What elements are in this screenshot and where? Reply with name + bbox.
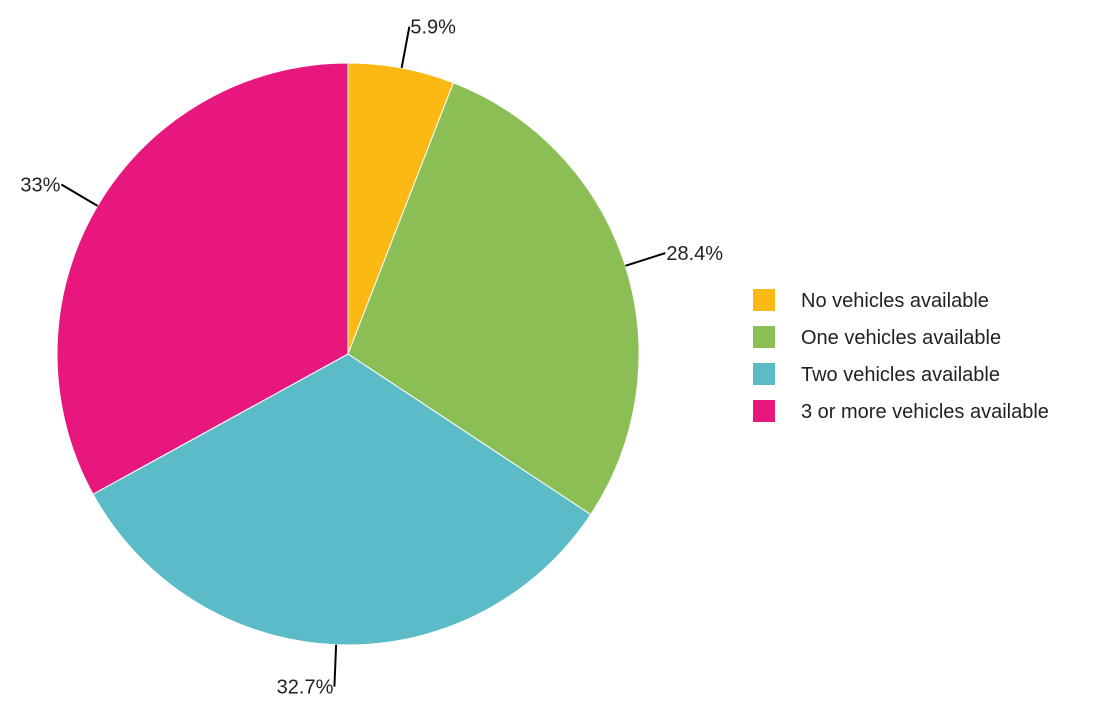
- data-label-no-vehicles-available: 5.9%: [410, 17, 456, 39]
- pie-slices: [56, 62, 640, 646]
- leader-line-one-vehicles-available: [625, 252, 666, 267]
- data-label-one-vehicles-available: 28.4%: [666, 243, 723, 265]
- leader-lines: [60, 26, 666, 687]
- legend-swatch-no-vehicles-available: [753, 289, 775, 311]
- legend-label-no-vehicles-available: No vehicles available: [801, 290, 989, 312]
- legend: No vehicles available One vehicles availa…: [753, 289, 1049, 423]
- legend-label-3-or-more-vehicles-available: 3 or more vehicles available: [801, 401, 1049, 423]
- leader-line-no-vehicles-available: [400, 26, 411, 69]
- data-labels: 5.9% 28.4% 32.7% 33%: [20, 17, 723, 699]
- data-label-two-vehicles-available: 32.7%: [277, 677, 334, 699]
- data-label-3-or-more-vehicles-available: 33%: [20, 174, 60, 196]
- legend-label-two-vehicles-available: Two vehicles available: [801, 364, 1000, 386]
- leader-line-3-or-more-vehicles-available: [60, 183, 99, 207]
- pie-slice-one-vehicles-available: [347, 82, 640, 516]
- pie-slice-two-vehicles-available: [92, 353, 592, 646]
- leader-line-two-vehicles-available: [333, 644, 338, 687]
- pie-slice-3-or-more-vehicles-available: [56, 62, 349, 495]
- legend-label-one-vehicles-available: One vehicles available: [801, 327, 1001, 349]
- legend-swatch-3-or-more-vehicles-available: [753, 400, 775, 422]
- legend-swatch-two-vehicles-available: [753, 363, 775, 385]
- legend-swatch-one-vehicles-available: [753, 326, 775, 348]
